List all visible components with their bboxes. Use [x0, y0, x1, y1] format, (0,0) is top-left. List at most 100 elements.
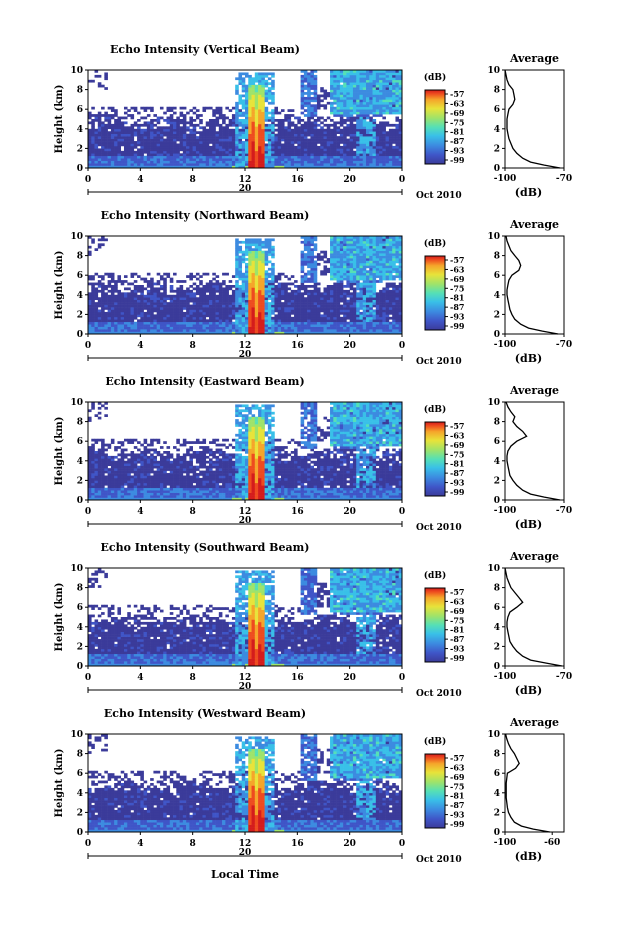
heatmap-cell: [205, 123, 210, 127]
heatmap-cell: [238, 319, 243, 323]
heatmap-cell: [192, 319, 197, 323]
heatmap-cell: [346, 158, 350, 161]
heatmap-cell: [182, 316, 187, 320]
heatmap-cell: [258, 240, 262, 244]
heatmap-cell: [251, 258, 256, 261]
heatmap-cell: [388, 123, 393, 127]
heatmap-cell: [209, 289, 213, 293]
heatmap-cell: [385, 70, 390, 73]
heatmap-cell: [280, 133, 285, 137]
heatmap-cell: [225, 155, 229, 159]
heatmap-cell: [248, 126, 252, 130]
heatmap-cell: [352, 82, 357, 85]
heatmap-cell: [130, 314, 135, 318]
heatmap-cell: [336, 72, 341, 76]
heatmap-cell: [218, 285, 223, 288]
heatmap-cell: [300, 260, 305, 264]
heatmap-cell: [339, 280, 344, 283]
heatmap-cell: [241, 148, 246, 152]
heatmap-cell: [137, 143, 141, 147]
heatmap-cell: [254, 72, 259, 76]
heatmap-cell: [182, 314, 187, 318]
heatmap-cell: [123, 106, 128, 110]
heatmap-cell: [127, 319, 131, 323]
heatmap-cell: [297, 309, 301, 313]
heatmap-cell: [97, 153, 102, 157]
heatmap-cell: [392, 111, 396, 115]
heatmap-cell: [182, 123, 187, 127]
heatmap-cell: [163, 324, 167, 327]
heatmap-cell: [310, 258, 314, 261]
heatmap-cell: [192, 331, 197, 335]
heatmap-cell: [254, 314, 259, 318]
heatmap-cell: [140, 331, 144, 335]
heatmap-cell: [248, 280, 252, 283]
heatmap-cell: [284, 150, 288, 154]
heatmap-cell: [395, 77, 400, 81]
heatmap-cell: [143, 145, 148, 149]
heatmap-cell: [133, 131, 138, 134]
heatmap-cell: [251, 94, 256, 98]
heatmap-cell: [267, 292, 272, 296]
heatmap-cell: [140, 123, 144, 127]
heatmap-cell: [254, 287, 259, 291]
heatmap-cell: [294, 163, 298, 166]
heatmap-cell: [173, 133, 177, 137]
heatmap-cell: [202, 319, 207, 323]
heatmap-cell: [366, 104, 370, 108]
heatmap-cell: [202, 302, 207, 305]
heatmap-cell: [267, 128, 272, 132]
heatmap-cell: [336, 111, 341, 115]
heatmap-cell: [359, 160, 364, 164]
heatmap-cell: [352, 287, 357, 291]
heatmap-cell: [245, 141, 249, 144]
heatmap-cell: [343, 275, 347, 278]
heatmap-cell: [150, 302, 154, 305]
heatmap-cell: [303, 280, 308, 283]
heatmap-cell: [385, 99, 390, 103]
heatmap-cell: [130, 316, 135, 320]
heatmap-cell: [169, 319, 174, 323]
heatmap-cell: [235, 111, 239, 115]
heatmap-cell: [153, 141, 157, 144]
heatmap-cell: [339, 285, 344, 288]
heatmap-cell: [366, 260, 370, 264]
heatmap-cell: [169, 158, 174, 161]
heatmap-cell: [382, 160, 386, 164]
heatmap-cell: [258, 248, 262, 251]
heatmap-cell: [166, 116, 171, 120]
heatmap-cell: [307, 145, 311, 149]
heatmap-cell: [97, 133, 102, 137]
heatmap-cell: [352, 309, 357, 313]
heatmap-cell: [336, 77, 341, 81]
heatmap-cell: [251, 87, 256, 90]
heatmap-cell: [339, 316, 344, 320]
heatmap-cell: [362, 87, 367, 90]
heatmap-cell: [352, 70, 357, 73]
heatmap-cell: [398, 163, 403, 166]
heatmap-cell: [336, 126, 341, 130]
heatmap-cell: [248, 104, 252, 108]
heatmap-cell: [199, 304, 203, 308]
heatmap-cell: [385, 89, 390, 93]
heatmap-cell: [267, 238, 272, 242]
heatmap-cell: [303, 136, 308, 139]
heatmap-cell: [117, 145, 122, 149]
heatmap-cell: [140, 163, 144, 166]
heatmap-cell: [101, 163, 105, 166]
heatmap-cell: [173, 128, 177, 132]
heatmap-cell: [271, 145, 275, 149]
heatmap-cell: [143, 331, 148, 335]
heatmap-cell: [123, 297, 128, 300]
heatmap-cell: [330, 82, 334, 85]
heatmap-cell: [143, 155, 148, 159]
heatmap-cell: [320, 272, 324, 276]
heatmap-cell: [339, 329, 344, 332]
heatmap-cell: [212, 324, 216, 327]
heatmap-cell: [123, 163, 128, 166]
heatmap-cell: [104, 74, 108, 78]
heatmap-cell: [261, 321, 265, 325]
heatmap-cell: [356, 128, 360, 132]
heatmap-cell: [326, 316, 331, 320]
heatmap-cell: [313, 309, 318, 313]
